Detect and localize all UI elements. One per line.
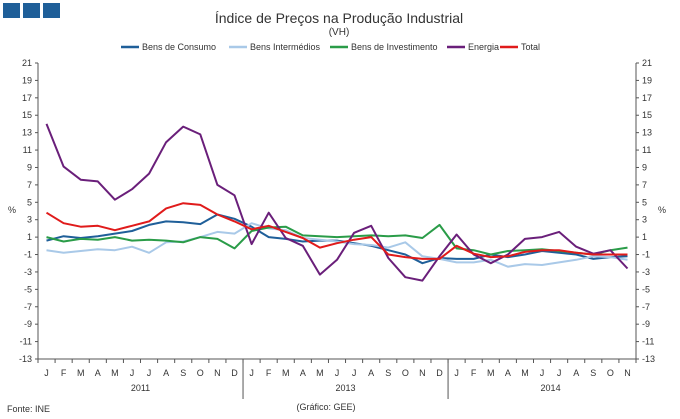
y-tick-label-right: 7 — [642, 180, 647, 190]
x-tick-label: M — [487, 368, 495, 378]
y-tick-label-right: -9 — [642, 319, 650, 329]
x-tick-label: O — [607, 368, 614, 378]
y-tick-label-right: -5 — [642, 284, 650, 294]
y-tick-label-right: 13 — [642, 128, 652, 138]
y-tick-label-right: 21 — [642, 58, 652, 68]
x-tick-label: J — [540, 368, 545, 378]
year-label: 2013 — [336, 383, 356, 393]
x-tick-label: S — [385, 368, 391, 378]
legend-label: Bens Intermédios — [250, 42, 321, 52]
y-tick-label-right: 15 — [642, 110, 652, 120]
x-tick-label: F — [266, 368, 272, 378]
x-tick-label: O — [197, 368, 204, 378]
x-tick-label: O — [402, 368, 409, 378]
series-line-bens-de-investimento — [46, 223, 628, 256]
x-tick-label: M — [316, 368, 324, 378]
legend-label: Energia — [468, 42, 499, 52]
chart-title: Índice de Preços na Produção Industrial — [215, 10, 463, 26]
y-tick-label-left: 17 — [22, 93, 32, 103]
x-tick-label: A — [505, 368, 511, 378]
x-tick-label: J — [557, 368, 562, 378]
y-tick-label-left: -13 — [19, 354, 32, 364]
y-tick-label-left: -5 — [24, 284, 32, 294]
footer-credit: (Gráfico: GEE) — [296, 402, 355, 412]
logo-block-2 — [23, 3, 40, 18]
x-tick-label: J — [335, 368, 340, 378]
x-tick-label: N — [624, 368, 631, 378]
y-tick-label-left: 15 — [22, 110, 32, 120]
footer-source: Fonte: INE — [7, 404, 50, 414]
y-tick-label-left: 21 — [22, 58, 32, 68]
y-tick-label-left: -1 — [24, 250, 32, 260]
x-tick-label: S — [180, 368, 186, 378]
x-tick-label: M — [282, 368, 290, 378]
y-tick-label-right: -7 — [642, 302, 650, 312]
x-tick-label: N — [419, 368, 426, 378]
legend-label: Bens de Investimento — [351, 42, 438, 52]
y-tick-label-left: -7 — [24, 302, 32, 312]
x-tick-label: N — [214, 368, 221, 378]
x-tick-label: M — [111, 368, 119, 378]
logo-block-3 — [43, 3, 60, 18]
y-tick-label-left: 1 — [27, 232, 32, 242]
legend-label: Total — [521, 42, 540, 52]
y-axis-label-right: % — [658, 205, 666, 215]
x-tick-label: F — [471, 368, 477, 378]
x-tick-label: M — [77, 368, 85, 378]
series-line-total — [45, 202, 628, 260]
y-tick-label-right: 11 — [642, 145, 651, 155]
series-line-bens-intermédios — [46, 222, 628, 268]
chart-subtitle: (VH) — [329, 27, 350, 38]
y-tick-label-left: 9 — [27, 162, 32, 172]
x-tick-label: J — [454, 368, 459, 378]
logo-blocks — [3, 3, 60, 18]
x-tick-label: M — [521, 368, 529, 378]
y-tick-label-left: -9 — [24, 319, 32, 329]
series-line-bens-de-consumo — [46, 213, 628, 265]
x-tick-label: A — [300, 368, 306, 378]
y-tick-label-left: 3 — [27, 215, 32, 225]
x-tick-label: J — [249, 368, 254, 378]
legend-label: Bens de Consumo — [142, 42, 216, 52]
y-tick-label-left: -11 — [20, 337, 32, 347]
year-label: 2011 — [131, 383, 150, 393]
series-lines — [45, 123, 629, 282]
logo-block-1 — [3, 3, 20, 18]
legend: Bens de Consumo Bens Intermédios Bens de I… — [121, 42, 540, 52]
series-line-energia — [45, 123, 629, 282]
y-tick-label-right: 9 — [642, 162, 647, 172]
y-tick-label-left: 7 — [27, 180, 32, 190]
y-tick-label-left: 11 — [23, 145, 32, 155]
y-tick-label-left: 19 — [22, 75, 32, 85]
x-tick-label: A — [573, 368, 579, 378]
x-tick-label: J — [44, 368, 49, 378]
x-tick-label: J — [352, 368, 357, 378]
y-tick-label-right: 3 — [642, 215, 647, 225]
x-tick-label: D — [436, 368, 443, 378]
x-tick-label: A — [163, 368, 169, 378]
y-axis-label-left: % — [8, 205, 16, 215]
x-tick-label: A — [368, 368, 374, 378]
x-tick-label: J — [147, 368, 152, 378]
year-label: 2014 — [541, 383, 561, 393]
y-tick-label-right: 5 — [642, 197, 647, 207]
y-tick-label-left: 13 — [22, 128, 32, 138]
y-tick-label-right: 17 — [642, 93, 652, 103]
y-tick-label-right: -11 — [642, 337, 654, 347]
x-tick-label: J — [130, 368, 135, 378]
y-tick-label-right: 1 — [642, 232, 647, 242]
x-tick-label: A — [95, 368, 101, 378]
x-tick-label: F — [61, 368, 67, 378]
y-tick-label-right: -3 — [642, 267, 650, 277]
x-tick-label: S — [590, 368, 596, 378]
y-tick-label-right: -1 — [642, 250, 650, 260]
y-tick-label-left: -3 — [24, 267, 32, 277]
y-tick-label-right: 19 — [642, 75, 652, 85]
y-tick-label-right: -13 — [642, 354, 655, 364]
y-tick-label-left: 5 — [27, 197, 32, 207]
x-tick-label: D — [231, 368, 238, 378]
